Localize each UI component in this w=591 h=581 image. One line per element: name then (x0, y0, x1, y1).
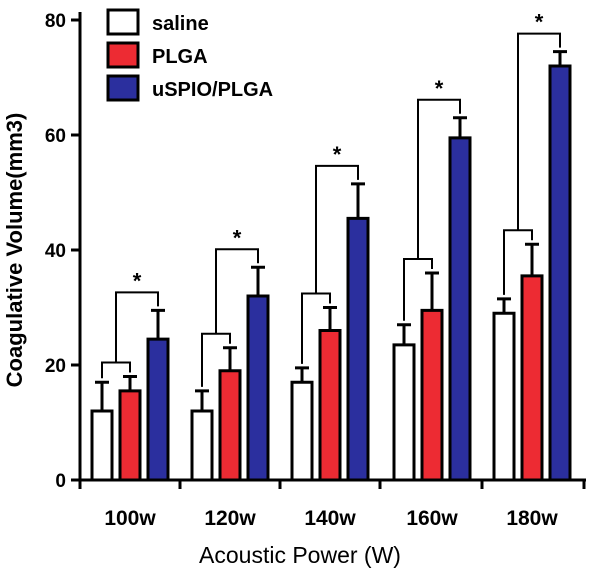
y-tick-label-0: 0 (55, 471, 66, 492)
bracket-uspio-140w (315, 164, 359, 294)
legend-label-saline: saline (152, 13, 209, 35)
bar-saline-180w (492, 311, 516, 482)
bar-uspio-plga-160w (448, 136, 472, 482)
legend-label-uspio-plga: uSPIO/PLGA (152, 79, 273, 101)
bar-uspio-plga-180w (548, 64, 572, 482)
bar-saline-100w (90, 409, 114, 482)
bar-uspio-plga-100w (146, 337, 170, 482)
bracket-uspio-120w (215, 248, 259, 334)
bar-uspio-plga-140w (346, 216, 370, 482)
x-tick-label-100w: 100w (104, 507, 156, 530)
y-axis-title: Coagulative Volume(mm3) (2, 113, 27, 388)
legend-swatch-saline (106, 8, 140, 36)
bracket-uspio-180w (517, 32, 561, 231)
x-tick-label-160w: 160w (406, 507, 458, 530)
y-tick-label-20: 20 (45, 356, 66, 377)
legend-swatch-uspio-plga (106, 74, 140, 102)
bar-plga-160w (420, 308, 444, 482)
legend-swatch-plga (106, 41, 140, 69)
axes-layer: 100w 120w 140w 160w 180w 0 20 40 60 80 (45, 11, 586, 530)
significance-star-100w: * (133, 268, 142, 293)
bar-plga-140w (318, 329, 342, 482)
bar-uspio-plga-120w (246, 294, 270, 482)
significance-star-160w: * (435, 76, 444, 101)
bars-layer (90, 50, 572, 482)
bar-plga-120w (218, 369, 242, 482)
legend-label-plga: PLGA (152, 46, 208, 68)
bar-plga-100w (118, 389, 142, 482)
bar-plga-180w (520, 274, 544, 482)
bar-saline-160w (392, 343, 416, 482)
significance-star-120w: * (233, 225, 242, 250)
x-tick-label-140w: 140w (304, 507, 356, 530)
y-tick-label-40: 40 (45, 241, 66, 262)
bracket-uspio-160w (417, 98, 461, 259)
x-tick-label-120w: 120w (204, 507, 256, 530)
bar-saline-140w (290, 380, 314, 482)
x-axis-title: Acoustic Power (W) (199, 542, 401, 568)
y-tick-label-80: 80 (45, 11, 66, 32)
legend: saline PLGA uSPIO/PLGA (106, 8, 273, 102)
x-tick-label-180w: 180w (506, 507, 558, 530)
bar-saline-120w (190, 409, 214, 482)
significance-star-180w: * (535, 10, 544, 35)
significance-layer: * * * * * (101, 10, 561, 387)
y-tick-label-60: 60 (45, 126, 66, 147)
significance-star-140w: * (333, 142, 342, 167)
bracket-uspio-100w (115, 291, 159, 363)
